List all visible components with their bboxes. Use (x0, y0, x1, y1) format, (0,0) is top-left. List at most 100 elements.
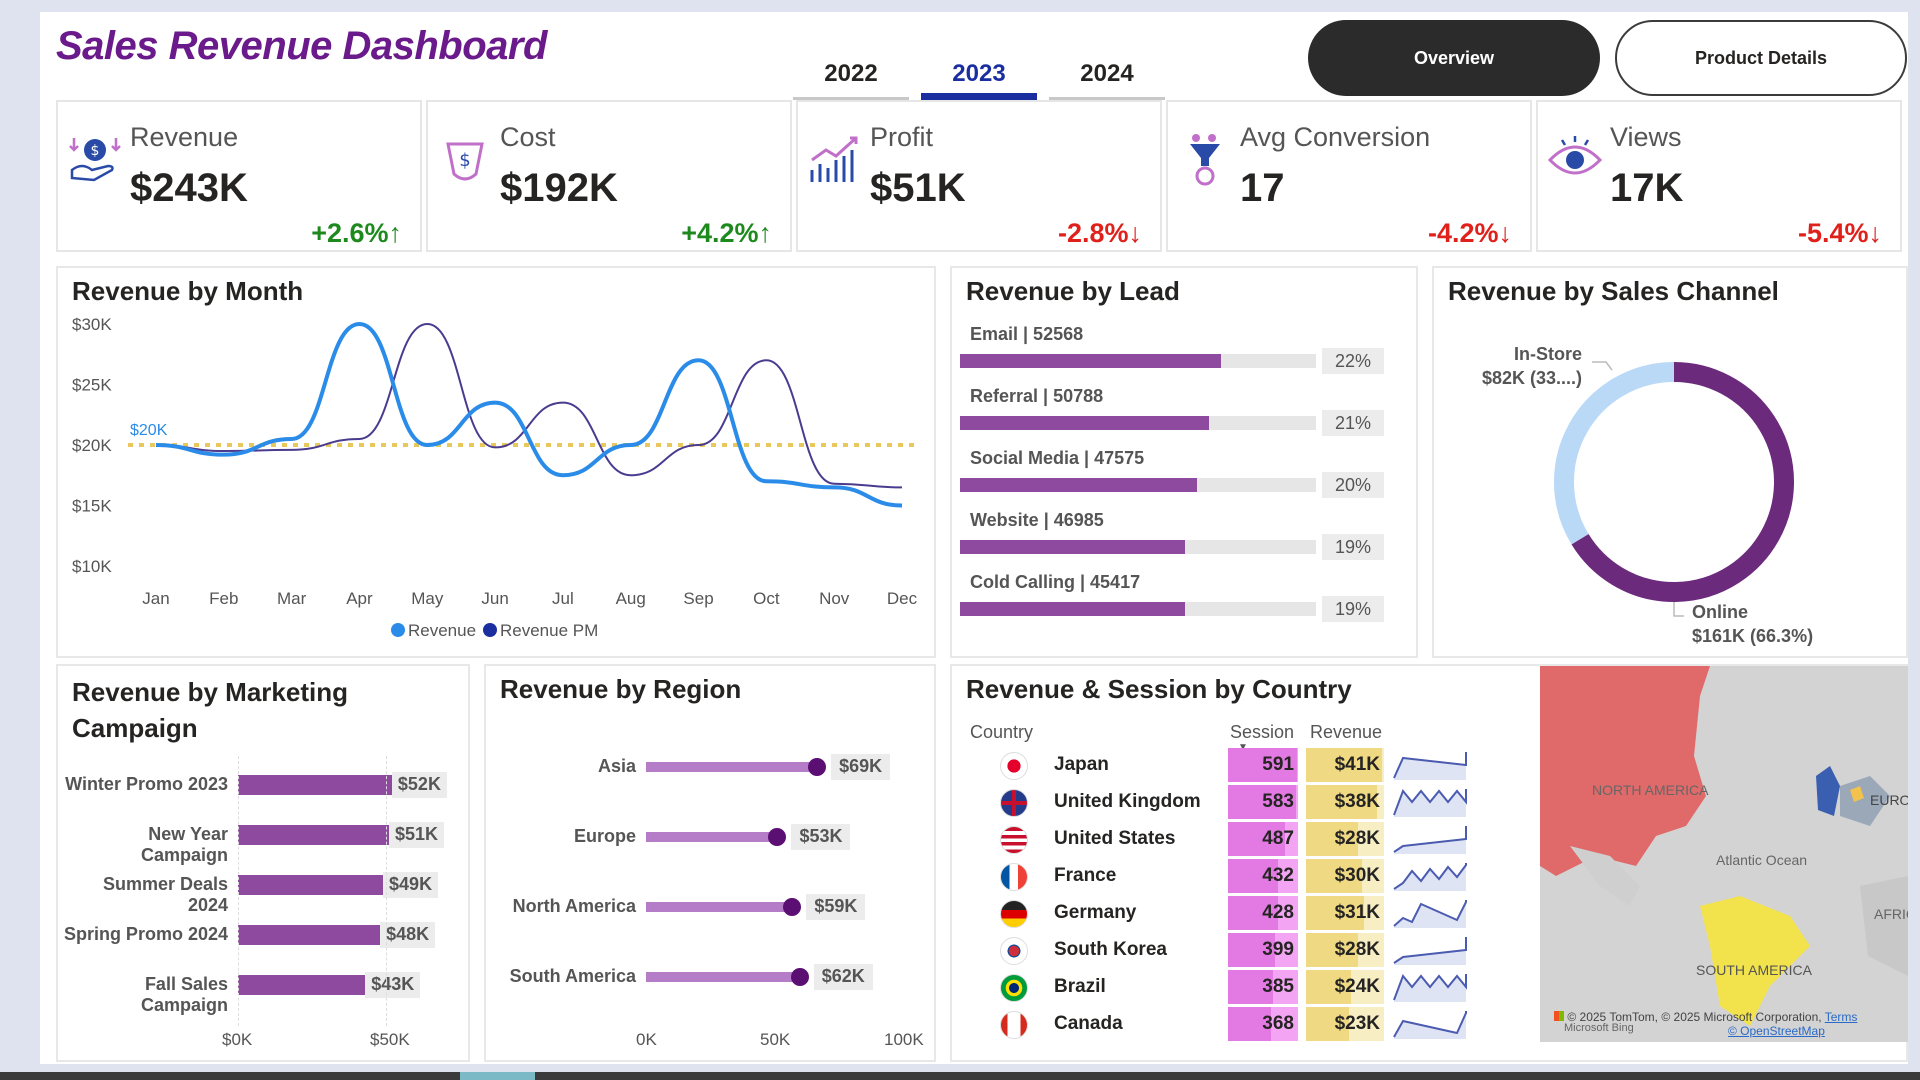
table-row[interactable]: Canada 368 $23K (952, 1007, 1492, 1041)
sparkline-line (1393, 1011, 1467, 1038)
kpi-card-profit: Profit $51K -2.8%↓ (796, 100, 1162, 252)
region-dot[interactable] (783, 898, 802, 916)
map-label: NORTH AMERICA (1592, 782, 1709, 798)
sparkline (1393, 752, 1467, 780)
lead-bar[interactable] (960, 540, 1186, 554)
lead-label: Social Media | 47575 (970, 448, 1145, 468)
lead-bar-track (960, 478, 1316, 492)
map-label: Atlantic Ocean (1716, 852, 1808, 868)
session-cell: 487 (1228, 822, 1298, 856)
revenue-bar (1306, 859, 1362, 893)
tab-2022[interactable]: 2022 (793, 52, 909, 100)
x-tick-label: Sep (683, 589, 713, 608)
revenue-line[interactable] (155, 321, 903, 508)
revenue-pm-line[interactable] (155, 322, 903, 489)
sparkline (1393, 826, 1467, 854)
revenue-bar (1306, 822, 1358, 856)
overview-button[interactable]: Overview (1308, 20, 1600, 96)
report-canvas: Sales Revenue Dashboard 2022 2023 2024 O… (40, 12, 1908, 1064)
table-row[interactable]: United Kingdom 583 $38K (952, 785, 1492, 819)
bottom-bar (0, 1072, 1920, 1080)
revenue-cell: $28K (1306, 933, 1384, 967)
legend-revenue-pm[interactable]: Revenue PM (500, 621, 598, 640)
campaign-bar[interactable] (238, 925, 381, 945)
session-bar (1228, 896, 1278, 930)
revenue-by-month-panel: Revenue by Month $30K $25K $20K $15K $10K Jan… (56, 266, 936, 658)
sparkline-line (1393, 789, 1467, 816)
session-header[interactable]: Session (1230, 722, 1295, 742)
legend-revenue[interactable]: Revenue (408, 621, 476, 640)
session-cell: 591 (1228, 748, 1298, 782)
region-dot[interactable] (808, 758, 827, 776)
campaign-bar[interactable] (238, 825, 389, 845)
table-row[interactable]: France 432 $30K (952, 859, 1492, 893)
country-name: United Kingdom (1054, 791, 1201, 812)
table-row[interactable]: Germany 428 $31K (952, 896, 1492, 930)
online-slice[interactable] (1571, 362, 1794, 602)
instore-slice[interactable] (1554, 362, 1675, 545)
kpi-label: Avg Conversion (1240, 122, 1431, 152)
kpi-card-revenue: $ Revenue $243K +2.6%↑ (56, 100, 422, 252)
table-row[interactable]: Japan 591 $41K (952, 748, 1492, 782)
x-tick-label: Apr (346, 589, 373, 608)
tab-2024[interactable]: 2024 (1049, 52, 1165, 100)
x-tick-label: 50K (760, 1030, 791, 1049)
x-gridline (386, 756, 387, 1026)
session-bar (1228, 859, 1279, 893)
region-bar[interactable] (646, 832, 778, 842)
lead-bar[interactable] (960, 354, 1222, 368)
map-label: AFRIC (1874, 906, 1908, 922)
session-cell: 368 (1228, 1007, 1298, 1041)
country-name: United States (1054, 828, 1176, 849)
terms-link[interactable]: Terms (1824, 1010, 1858, 1024)
legend-revenue-marker (391, 623, 405, 637)
region-bar[interactable] (646, 902, 793, 912)
instore-name: In-Store (1514, 344, 1582, 364)
lead-bar[interactable] (960, 478, 1198, 492)
sparkline-area (1394, 863, 1466, 891)
session-value: 385 (1262, 976, 1294, 997)
map-label: EUROP (1870, 792, 1908, 808)
revenue-cell: $30K (1306, 859, 1384, 893)
lead-bar[interactable] (960, 602, 1186, 616)
session-cell: 432 (1228, 859, 1298, 893)
campaign-bar[interactable] (238, 875, 384, 895)
x-tick-label: Nov (819, 589, 850, 608)
canada-flag-icon (1000, 1011, 1028, 1039)
sparkline (1393, 974, 1467, 1002)
country-map[interactable]: NORTH AMERICA EUROP Atlantic Ocean AFRIC… (1540, 666, 1908, 1042)
country-header[interactable]: Country (970, 722, 1034, 742)
revenue-bar (1306, 896, 1364, 930)
session-bar (1228, 970, 1273, 1004)
page-title: Sales Revenue Dashboard (56, 24, 547, 68)
sparkline (1393, 789, 1467, 817)
table-row[interactable]: South Korea 399 $28K (952, 933, 1492, 967)
table-row[interactable]: United States 487 $28K (952, 822, 1492, 856)
lead-bar[interactable] (960, 416, 1210, 430)
region-dot[interactable] (768, 828, 787, 846)
region-bar[interactable] (646, 972, 800, 982)
table-row[interactable]: Brazil 385 $24K (952, 970, 1492, 1004)
campaign-bar[interactable] (238, 775, 392, 795)
campaign-bar[interactable] (238, 975, 366, 995)
bing-logo-icon (1554, 1011, 1564, 1021)
campaign-value-label: $52K (391, 772, 447, 798)
product-details-button[interactable]: Product Details (1615, 20, 1907, 96)
kpi-label: Profit (870, 122, 934, 152)
region-dot[interactable] (790, 968, 809, 986)
svg-text:$: $ (459, 150, 470, 171)
session-value: 428 (1262, 902, 1294, 923)
online-name: Online (1692, 602, 1748, 622)
osm-link[interactable]: © OpenStreetMap (1728, 1024, 1825, 1038)
lead-percent-label: 19% (1322, 596, 1384, 622)
revenue-cell: $24K (1306, 970, 1384, 1004)
bing-label: Microsoft Bing (1564, 1022, 1634, 1034)
region-bar[interactable] (646, 762, 818, 772)
country-name: Brazil (1054, 976, 1106, 997)
revenue-bar (1306, 748, 1383, 782)
map-shapes (1540, 666, 1908, 1042)
kpi-label: Cost (500, 122, 556, 152)
tab-2023[interactable]: 2023 (921, 52, 1037, 100)
south-korea-flag-icon (1000, 937, 1028, 965)
revenue-header[interactable]: Revenue (1310, 722, 1383, 742)
